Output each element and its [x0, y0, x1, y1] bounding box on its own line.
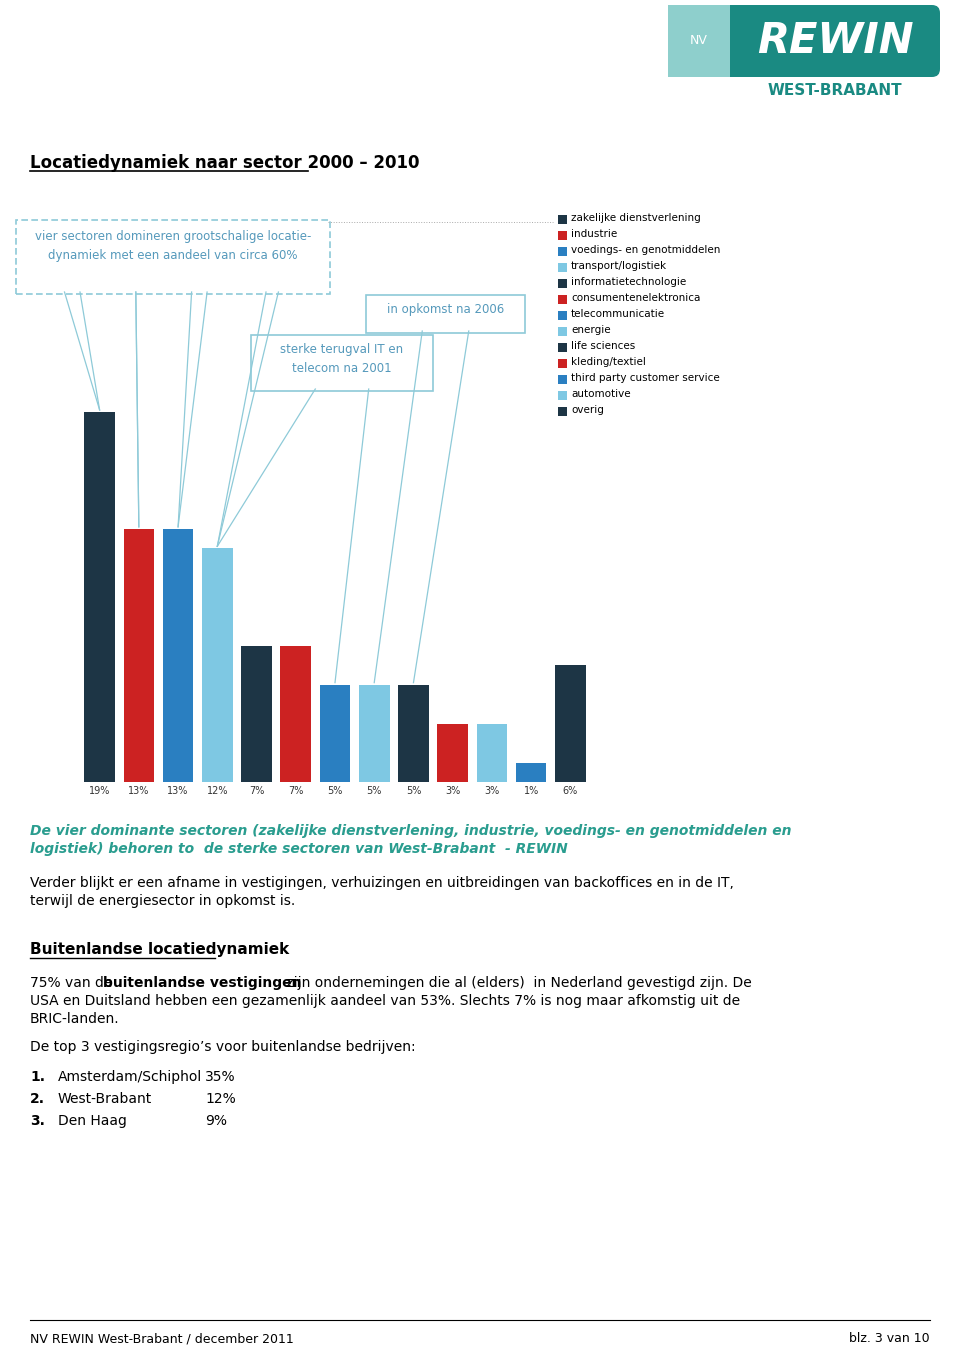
Text: 13%: 13%	[167, 786, 189, 796]
Text: 35%: 35%	[205, 1070, 235, 1084]
Bar	[558, 391, 567, 401]
Bar	[202, 549, 232, 782]
Text: REWIN: REWIN	[756, 21, 913, 62]
Bar	[558, 279, 567, 288]
Bar	[163, 528, 193, 782]
Text: 3.: 3.	[30, 1114, 45, 1128]
Text: life sciences: life sciences	[571, 342, 636, 351]
Text: 7%: 7%	[249, 786, 264, 796]
Bar	[438, 723, 468, 782]
Bar	[558, 247, 567, 257]
Bar	[516, 763, 546, 782]
Bar	[398, 685, 429, 782]
Text: 7%: 7%	[288, 786, 303, 796]
Text: zakelijke dienstverlening: zakelijke dienstverlening	[571, 213, 701, 224]
Text: 9%: 9%	[205, 1114, 227, 1128]
Text: 3%: 3%	[484, 786, 499, 796]
Bar	[558, 230, 567, 240]
Text: 3%: 3%	[445, 786, 460, 796]
Bar	[280, 646, 311, 782]
Bar	[558, 327, 567, 336]
Text: Verder blijkt er een afname in vestigingen, verhuizingen en uitbreidingen van ba: Verder blijkt er een afname in vestiging…	[30, 875, 733, 890]
Text: vier sectoren domineren grootschalige locatie-
dynamiek met een aandeel van circ: vier sectoren domineren grootschalige lo…	[35, 230, 311, 262]
Bar	[241, 646, 272, 782]
Bar	[558, 215, 567, 224]
Text: 5%: 5%	[327, 786, 343, 796]
Text: 75% van de: 75% van de	[30, 975, 117, 991]
Text: telecommunicatie: telecommunicatie	[571, 309, 665, 320]
Text: Buitenlandse locatiedynamiek: Buitenlandse locatiedynamiek	[30, 943, 289, 958]
Text: 1.: 1.	[30, 1070, 45, 1084]
FancyBboxPatch shape	[16, 220, 330, 294]
Text: 2.: 2.	[30, 1092, 45, 1106]
Text: third party customer service: third party customer service	[571, 373, 720, 383]
Bar	[558, 375, 567, 384]
Text: transport/logistiek: transport/logistiek	[571, 261, 667, 272]
Text: energie: energie	[571, 325, 611, 335]
Bar	[558, 263, 567, 272]
Text: 5%: 5%	[406, 786, 421, 796]
Text: in opkomst na 2006: in opkomst na 2006	[387, 303, 504, 316]
Text: sterke terugval IT en
telecom na 2001: sterke terugval IT en telecom na 2001	[280, 343, 403, 375]
Text: Den Haag: Den Haag	[58, 1114, 127, 1128]
Bar	[668, 5, 730, 77]
Text: 13%: 13%	[128, 786, 150, 796]
Text: USA en Duitsland hebben een gezamenlijk aandeel van 53%. Slechts 7% is nog maar : USA en Duitsland hebben een gezamenlijk …	[30, 993, 740, 1008]
Text: 12%: 12%	[205, 1092, 236, 1106]
Bar	[558, 343, 567, 353]
Text: blz. 3 van 10: blz. 3 van 10	[850, 1332, 930, 1345]
Text: 6%: 6%	[563, 786, 578, 796]
Text: industrie: industrie	[571, 229, 617, 239]
Text: 19%: 19%	[89, 786, 110, 796]
Bar	[558, 407, 567, 416]
Text: zijn ondernemingen die al (elders)  in Nederland gevestigd zijn. De: zijn ondernemingen die al (elders) in Ne…	[282, 975, 752, 991]
Text: 12%: 12%	[206, 786, 228, 796]
Text: Locatiedynamiek naar sector 2000 – 2010: Locatiedynamiek naar sector 2000 – 2010	[30, 154, 420, 172]
Text: kleding/textiel: kleding/textiel	[571, 357, 646, 366]
Text: terwijl de energiesector in opkomst is.: terwijl de energiesector in opkomst is.	[30, 895, 296, 908]
Text: informatietechnologie: informatietechnologie	[571, 277, 686, 287]
FancyBboxPatch shape	[251, 335, 433, 391]
Text: consumentenelektronica: consumentenelektronica	[571, 294, 701, 303]
Bar	[476, 723, 507, 782]
Text: WEST-BRABANT: WEST-BRABANT	[768, 82, 902, 97]
Bar	[320, 685, 350, 782]
Text: De vier dominante sectoren (zakelijke dienstverlening, industrie, voedings- en g: De vier dominante sectoren (zakelijke di…	[30, 825, 791, 838]
Text: BRIC-landen.: BRIC-landen.	[30, 1013, 120, 1026]
Text: voedings- en genotmiddelen: voedings- en genotmiddelen	[571, 246, 720, 255]
Bar	[555, 665, 586, 782]
Text: NV REWIN West-Brabant / december 2011: NV REWIN West-Brabant / december 2011	[30, 1332, 294, 1345]
FancyBboxPatch shape	[366, 295, 525, 333]
Text: 5%: 5%	[367, 786, 382, 796]
Text: overig: overig	[571, 405, 604, 414]
Bar	[558, 295, 567, 305]
Bar	[124, 528, 155, 782]
Bar	[558, 359, 567, 368]
Text: 1%: 1%	[523, 786, 539, 796]
Text: West-Brabant: West-Brabant	[58, 1092, 153, 1106]
Text: buitenlandse vestigingen: buitenlandse vestigingen	[103, 975, 301, 991]
Bar	[359, 685, 390, 782]
Text: automotive: automotive	[571, 390, 631, 399]
Bar	[84, 412, 115, 782]
Text: De top 3 vestigingsregio’s voor buitenlandse bedrijven:: De top 3 vestigingsregio’s voor buitenla…	[30, 1040, 416, 1054]
Text: Amsterdam/Schiphol: Amsterdam/Schiphol	[58, 1070, 203, 1084]
Text: NV: NV	[690, 34, 708, 48]
FancyBboxPatch shape	[730, 5, 940, 77]
Bar	[730, 5, 750, 77]
Bar	[558, 311, 567, 320]
Text: logistiek) behoren to  de sterke sectoren van West-Brabant  - REWIN: logistiek) behoren to de sterke sectoren…	[30, 842, 567, 856]
